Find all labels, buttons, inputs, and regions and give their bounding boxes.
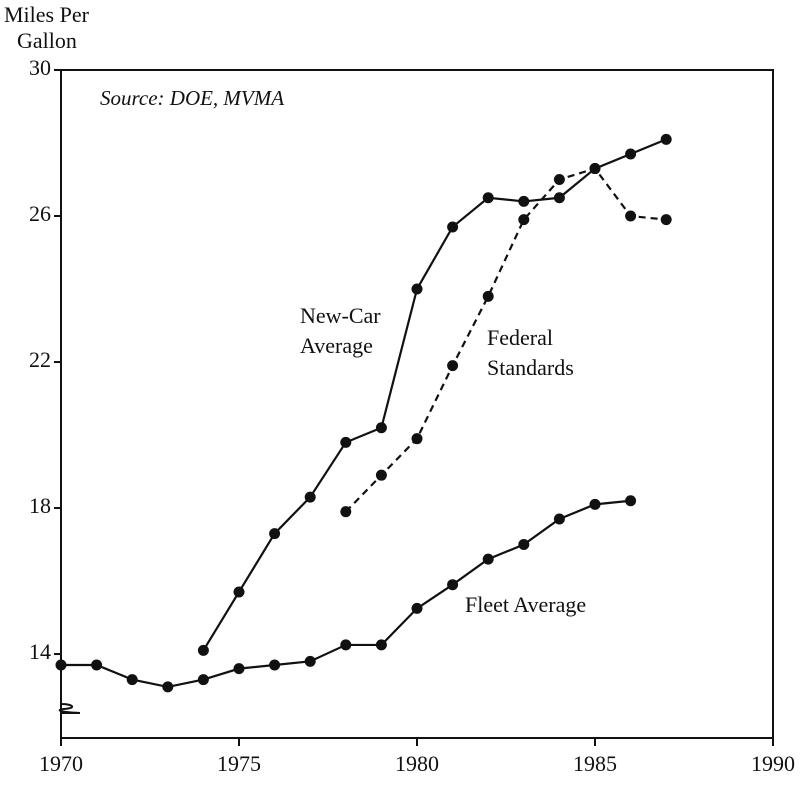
y-tick-label: 26: [29, 201, 51, 226]
data-point: [482, 290, 494, 302]
data-point: [340, 436, 352, 448]
data-point: [553, 513, 565, 525]
series-label: Federal Standards: [487, 325, 574, 380]
data-point: [233, 586, 245, 598]
data-point: [269, 528, 281, 540]
data-point: [197, 644, 209, 656]
data-point: [625, 495, 637, 507]
data-point: [304, 655, 316, 667]
data-point: [91, 659, 103, 671]
axis-break: [58, 700, 81, 714]
y-tick-label: 30: [29, 55, 51, 80]
series-line: [202, 138, 667, 651]
data-point: [625, 210, 637, 222]
series-label: Fleet Average: [465, 592, 586, 617]
x-tick-label: 1990: [751, 751, 795, 776]
data-point: [660, 214, 672, 226]
data-point: [340, 506, 352, 518]
data-point: [518, 539, 530, 551]
y-axis-label: Miles Per: [4, 2, 90, 27]
data-point: [411, 283, 423, 295]
data-point: [447, 221, 459, 233]
data-point: [482, 192, 494, 204]
y-tick-label: 18: [29, 493, 51, 518]
series-label: New-Car Average: [300, 303, 386, 358]
y-axis-label: Gallon: [17, 28, 77, 53]
data-point: [375, 639, 387, 651]
y-tick-label: 22: [29, 347, 51, 372]
data-point: [518, 195, 530, 207]
data-point: [447, 360, 459, 372]
data-point: [375, 469, 387, 481]
data-point: [55, 659, 67, 671]
data-point: [197, 674, 209, 686]
y-tick-label: 14: [29, 639, 51, 664]
data-point: [589, 498, 601, 510]
data-point: [269, 659, 281, 671]
data-point: [162, 681, 174, 693]
data-point: [518, 214, 530, 226]
data-point: [482, 553, 494, 565]
source-note: Source: DOE, MVMA: [100, 86, 284, 110]
x-tick-label: 1970: [39, 751, 83, 776]
data-point: [660, 133, 672, 145]
data-point: [553, 192, 565, 204]
data-point: [553, 174, 565, 186]
data-point: [411, 433, 423, 445]
data-point: [340, 639, 352, 651]
data-point: [233, 663, 245, 675]
x-tick-label: 1980: [395, 751, 439, 776]
plot-frame: [60, 69, 774, 739]
x-tick-label: 1985: [573, 751, 617, 776]
data-point: [126, 674, 138, 686]
x-tick-label: 1975: [217, 751, 261, 776]
data-point: [375, 422, 387, 434]
data-point: [304, 491, 316, 503]
series-line: [345, 167, 667, 513]
data-point: [447, 579, 459, 591]
data-point: [625, 148, 637, 160]
data-point: [411, 602, 423, 614]
data-point: [589, 163, 601, 175]
